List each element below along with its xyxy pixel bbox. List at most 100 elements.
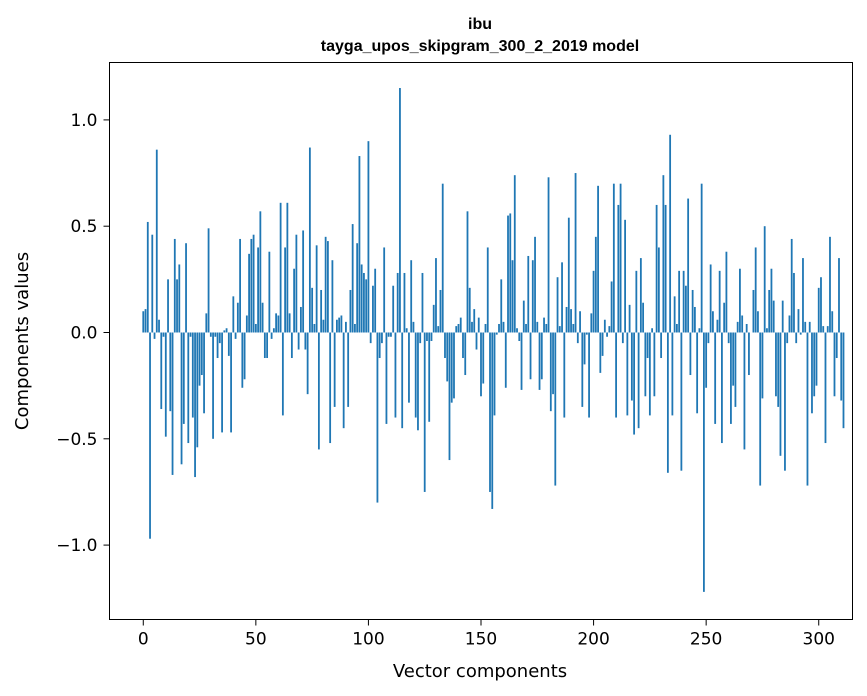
bar [795, 332, 798, 344]
bar [142, 311, 145, 333]
bar [781, 300, 784, 333]
bar [448, 332, 451, 461]
bar [221, 332, 223, 433]
bar [703, 332, 705, 592]
bar [347, 332, 350, 407]
bar [209, 332, 212, 337]
bar [817, 287, 820, 333]
bar [813, 332, 816, 397]
bar [576, 332, 579, 344]
bar [162, 332, 165, 337]
bar [331, 260, 334, 333]
bar [601, 332, 604, 356]
bar [799, 332, 802, 335]
bar [621, 332, 624, 344]
bar [563, 332, 566, 418]
bar [741, 315, 744, 333]
bar [277, 315, 280, 333]
bar [284, 247, 287, 333]
bar [709, 264, 712, 333]
bar [304, 332, 307, 350]
bar [712, 311, 714, 333]
bar [721, 332, 723, 444]
bar [468, 287, 471, 333]
bar [606, 332, 608, 337]
bar [689, 332, 692, 376]
bar [191, 332, 194, 418]
bar [225, 328, 228, 333]
bar [279, 202, 282, 333]
bar [675, 323, 678, 333]
bar [790, 238, 793, 333]
bar [457, 323, 460, 333]
bar [536, 321, 539, 333]
bar [484, 323, 487, 333]
y-tick-label: 1.0 [70, 111, 97, 131]
chart-subtitle: tayga_upos_skipgram_300_2_2019 model [321, 38, 639, 55]
bar [637, 332, 640, 429]
bar [766, 328, 768, 333]
bar [664, 204, 667, 333]
bar [322, 319, 325, 333]
bar [158, 319, 160, 333]
bar [167, 279, 169, 333]
bar [320, 289, 323, 333]
bar [261, 302, 264, 333]
bar [723, 302, 726, 333]
bar [752, 289, 755, 333]
bar [254, 323, 257, 333]
bar [417, 332, 419, 431]
bar [363, 272, 365, 333]
bar [822, 326, 825, 333]
bar [214, 332, 217, 337]
bar [786, 332, 789, 344]
bar [403, 272, 406, 333]
bar [545, 323, 548, 333]
bar [372, 285, 374, 333]
bar [522, 300, 525, 333]
bar [160, 332, 163, 410]
bar [266, 332, 269, 359]
bar [829, 236, 831, 333]
bar [784, 332, 786, 471]
bar [581, 332, 584, 407]
bar [639, 258, 642, 333]
bar [259, 211, 262, 333]
bar [696, 332, 699, 414]
bar [196, 332, 199, 448]
bar [333, 332, 336, 407]
bar [693, 306, 696, 333]
x-tick-label: 300 [803, 630, 835, 650]
bar [257, 247, 259, 333]
bar [405, 328, 408, 333]
bar [770, 268, 773, 333]
bar [727, 332, 730, 344]
bar [324, 236, 327, 333]
bar [826, 326, 829, 333]
bar [218, 332, 221, 344]
bar [759, 332, 762, 486]
bar [349, 289, 352, 333]
bar [603, 319, 606, 333]
bar [374, 268, 377, 333]
bar [842, 332, 845, 429]
bar [583, 332, 586, 365]
bar [666, 332, 669, 473]
bar [426, 332, 428, 341]
bar [444, 332, 446, 359]
bar [748, 332, 750, 376]
bar [338, 317, 341, 333]
bar [635, 270, 638, 333]
bar [572, 323, 575, 333]
bar [351, 224, 354, 333]
bar [173, 238, 176, 333]
bar [378, 332, 381, 359]
bar [295, 234, 298, 333]
bar [236, 302, 239, 333]
bar [290, 332, 293, 359]
bar [655, 204, 658, 333]
bar [471, 321, 473, 333]
bar [610, 281, 613, 333]
bar [538, 332, 541, 390]
